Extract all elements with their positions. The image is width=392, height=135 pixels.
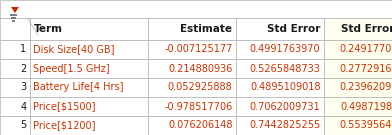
Bar — [148, 40, 236, 59]
Bar — [236, 40, 324, 59]
Text: 0.214880936: 0.214880936 — [168, 63, 232, 73]
Bar — [236, 78, 324, 97]
Bar — [30, 78, 148, 97]
Bar — [148, 18, 236, 40]
Bar — [324, 59, 392, 78]
Bar — [324, 40, 392, 59]
Text: 0.4991763970: 0.4991763970 — [250, 45, 321, 55]
Text: Estimate: Estimate — [180, 24, 232, 34]
Text: Battery Life[4 Hrs]: Battery Life[4 Hrs] — [33, 82, 124, 92]
Bar — [0, 78, 30, 97]
Bar — [324, 78, 392, 97]
Bar — [236, 18, 324, 40]
Text: 4: 4 — [20, 102, 27, 112]
Bar — [0, 116, 30, 135]
Text: Std Error^2: Std Error^2 — [341, 24, 392, 34]
Text: 0.2772916288: 0.2772916288 — [339, 63, 392, 73]
Bar — [30, 59, 148, 78]
Text: 0.7442825255: 0.7442825255 — [249, 121, 321, 131]
Bar — [236, 59, 324, 78]
Text: Disk Size[40 GB]: Disk Size[40 GB] — [33, 45, 115, 55]
Bar — [236, 97, 324, 116]
Text: 0.2491770753: 0.2491770753 — [339, 45, 392, 55]
Text: 0.7062009731: 0.7062009731 — [250, 102, 321, 112]
Text: 0.5265848733: 0.5265848733 — [250, 63, 321, 73]
Text: 0.076206148: 0.076206148 — [168, 121, 232, 131]
Bar — [148, 116, 236, 135]
Text: Term: Term — [33, 24, 62, 34]
Bar — [30, 97, 148, 116]
Text: 0.4895109018: 0.4895109018 — [250, 82, 321, 92]
Bar — [324, 18, 392, 40]
Bar — [0, 97, 30, 116]
Bar — [148, 78, 236, 97]
Polygon shape — [11, 7, 19, 13]
Bar — [0, 59, 30, 78]
Text: 0.4987198144: 0.4987198144 — [340, 102, 392, 112]
Text: 0.2396209229: 0.2396209229 — [339, 82, 392, 92]
Bar — [30, 18, 148, 40]
Bar — [148, 59, 236, 78]
Bar — [324, 97, 392, 116]
Text: Price[$1500]: Price[$1500] — [33, 102, 96, 112]
Text: -0.007125177: -0.007125177 — [164, 45, 232, 55]
Text: Speed[1.5 GHz]: Speed[1.5 GHz] — [33, 63, 110, 73]
Text: 3: 3 — [20, 82, 27, 92]
Text: -0.978517706: -0.978517706 — [164, 102, 232, 112]
Bar — [0, 40, 30, 59]
Bar — [0, 0, 392, 18]
Text: 5: 5 — [20, 121, 27, 131]
Text: Price[$1200]: Price[$1200] — [33, 121, 96, 131]
Bar — [324, 116, 392, 135]
Bar — [30, 40, 148, 59]
Bar — [0, 18, 30, 40]
Bar — [236, 116, 324, 135]
Text: 0.5539564778: 0.5539564778 — [339, 121, 392, 131]
Text: 1: 1 — [20, 45, 27, 55]
Bar — [30, 116, 148, 135]
Text: 2: 2 — [20, 63, 27, 73]
Text: Std Error: Std Error — [267, 24, 321, 34]
Text: 0.052925888: 0.052925888 — [168, 82, 232, 92]
Bar — [148, 97, 236, 116]
